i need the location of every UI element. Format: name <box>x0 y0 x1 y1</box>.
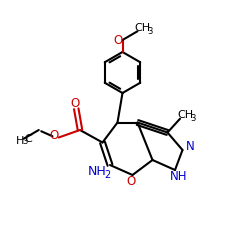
Text: O: O <box>127 175 136 188</box>
Text: 3: 3 <box>148 28 153 36</box>
Text: O: O <box>70 97 80 110</box>
Text: H: H <box>16 136 24 146</box>
Text: C: C <box>25 134 32 144</box>
Text: 3: 3 <box>190 114 196 123</box>
Text: 3: 3 <box>22 137 28 146</box>
Text: O: O <box>114 34 123 46</box>
Text: NH: NH <box>88 165 107 178</box>
Text: O: O <box>50 129 59 142</box>
Text: N: N <box>186 140 194 153</box>
Text: CH: CH <box>134 23 150 33</box>
Text: CH: CH <box>177 110 193 120</box>
Text: NH: NH <box>170 170 188 183</box>
Text: 2: 2 <box>104 170 111 180</box>
